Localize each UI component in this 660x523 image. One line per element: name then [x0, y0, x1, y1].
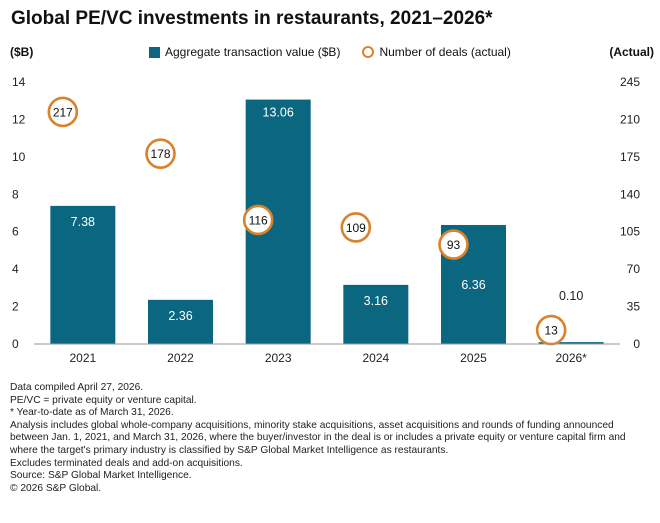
deal-label-2021: 217 [53, 105, 73, 119]
deal-label-2022: 178 [150, 147, 170, 161]
left-tick-label-5: 10 [12, 150, 26, 164]
right-tick-label-1: 35 [627, 300, 641, 314]
legend-item-deals: Number of deals (actual) [362, 45, 511, 59]
bar-2022 [148, 299, 213, 344]
left-tick-label-6: 12 [12, 112, 26, 126]
left-tick-label-3: 6 [12, 225, 19, 239]
deal-label-2026: 13 [544, 324, 558, 338]
left-tick-label-7: 14 [12, 75, 26, 89]
left-tick-label-1: 2 [12, 300, 19, 314]
right-tick-label-7: 245 [620, 75, 640, 89]
bar-label-2025: 6.36 [461, 278, 485, 292]
deal-marker-2023 [242, 204, 274, 236]
bar-2026 [538, 342, 604, 344]
note-ytd: * Year-to-date as of March 31, 2026. [10, 407, 174, 419]
left-tick-label-4: 8 [12, 187, 19, 201]
note-analysis: Analysis includes global whole-company a… [10, 419, 626, 456]
category-label-2024: 2024 [362, 351, 389, 365]
chart-title: Global PE/VC investments in restaurants,… [11, 8, 493, 29]
legend-bar-label: Aggregate transaction value ($B) [165, 45, 341, 59]
right-tick-label-5: 175 [620, 150, 640, 164]
deal-marker-2021 [47, 96, 79, 128]
right-tick-label-0: 0 [633, 337, 640, 351]
legend-bar-swatch [149, 46, 160, 58]
bar-2024 [343, 284, 409, 344]
category-label-2025: 2025 [460, 351, 487, 365]
chart-plot: 02468101214035701051401752102457.3820212… [12, 75, 641, 365]
legend-item-bar: Aggregate transaction value ($B) [149, 45, 340, 59]
deal-marker-2024 [340, 212, 372, 243]
bar-label-2021: 7.38 [71, 215, 95, 229]
footnotes: Data compiled April 27, 2026. PE/VC = pr… [10, 382, 650, 495]
deal-label-2024: 109 [346, 221, 366, 235]
note-definition: PE/VC = private equity or venture capita… [10, 394, 197, 406]
category-label-2022: 2022 [167, 351, 194, 365]
bar-label-2023: 13.06 [263, 106, 294, 120]
bar-label-2026: 0.10 [559, 289, 583, 303]
deal-marker-2022 [145, 138, 176, 169]
right-axis-label: (Actual) [609, 45, 654, 59]
right-tick-label-6: 210 [620, 112, 640, 126]
right-tick-label-2: 70 [627, 262, 641, 276]
note-source: Source: S&P Global Market Intelligence. [10, 470, 192, 482]
category-label-2023: 2023 [265, 351, 292, 365]
bar-label-2024: 3.16 [364, 294, 388, 308]
deal-label-2025: 93 [447, 238, 461, 252]
note-copyright: © 2026 S&P Global. [10, 482, 102, 494]
bar-2021 [50, 205, 116, 344]
note-exclusions: Excludes terminated deals and add-on acq… [10, 457, 243, 469]
legend-ring-swatch [362, 46, 375, 58]
left-tick-label-0: 0 [12, 337, 19, 351]
right-tick-label-3: 105 [620, 225, 640, 239]
category-label-2026: 2026* [555, 351, 587, 365]
note-compiled: Data compiled April 27, 2026. [10, 382, 144, 393]
legend-deals-label: Number of deals (actual) [379, 45, 511, 59]
left-axis-label: ($B) [10, 45, 34, 59]
right-tick-label-4: 140 [620, 187, 640, 201]
category-label-2021: 2021 [69, 351, 96, 365]
deal-marker-2025 [438, 229, 469, 260]
legend: Aggregate transaction value ($B) Number … [149, 45, 533, 59]
deal-label-2023: 116 [249, 213, 268, 227]
bar-label-2022: 2.36 [168, 309, 192, 323]
left-tick-label-2: 4 [12, 262, 19, 276]
